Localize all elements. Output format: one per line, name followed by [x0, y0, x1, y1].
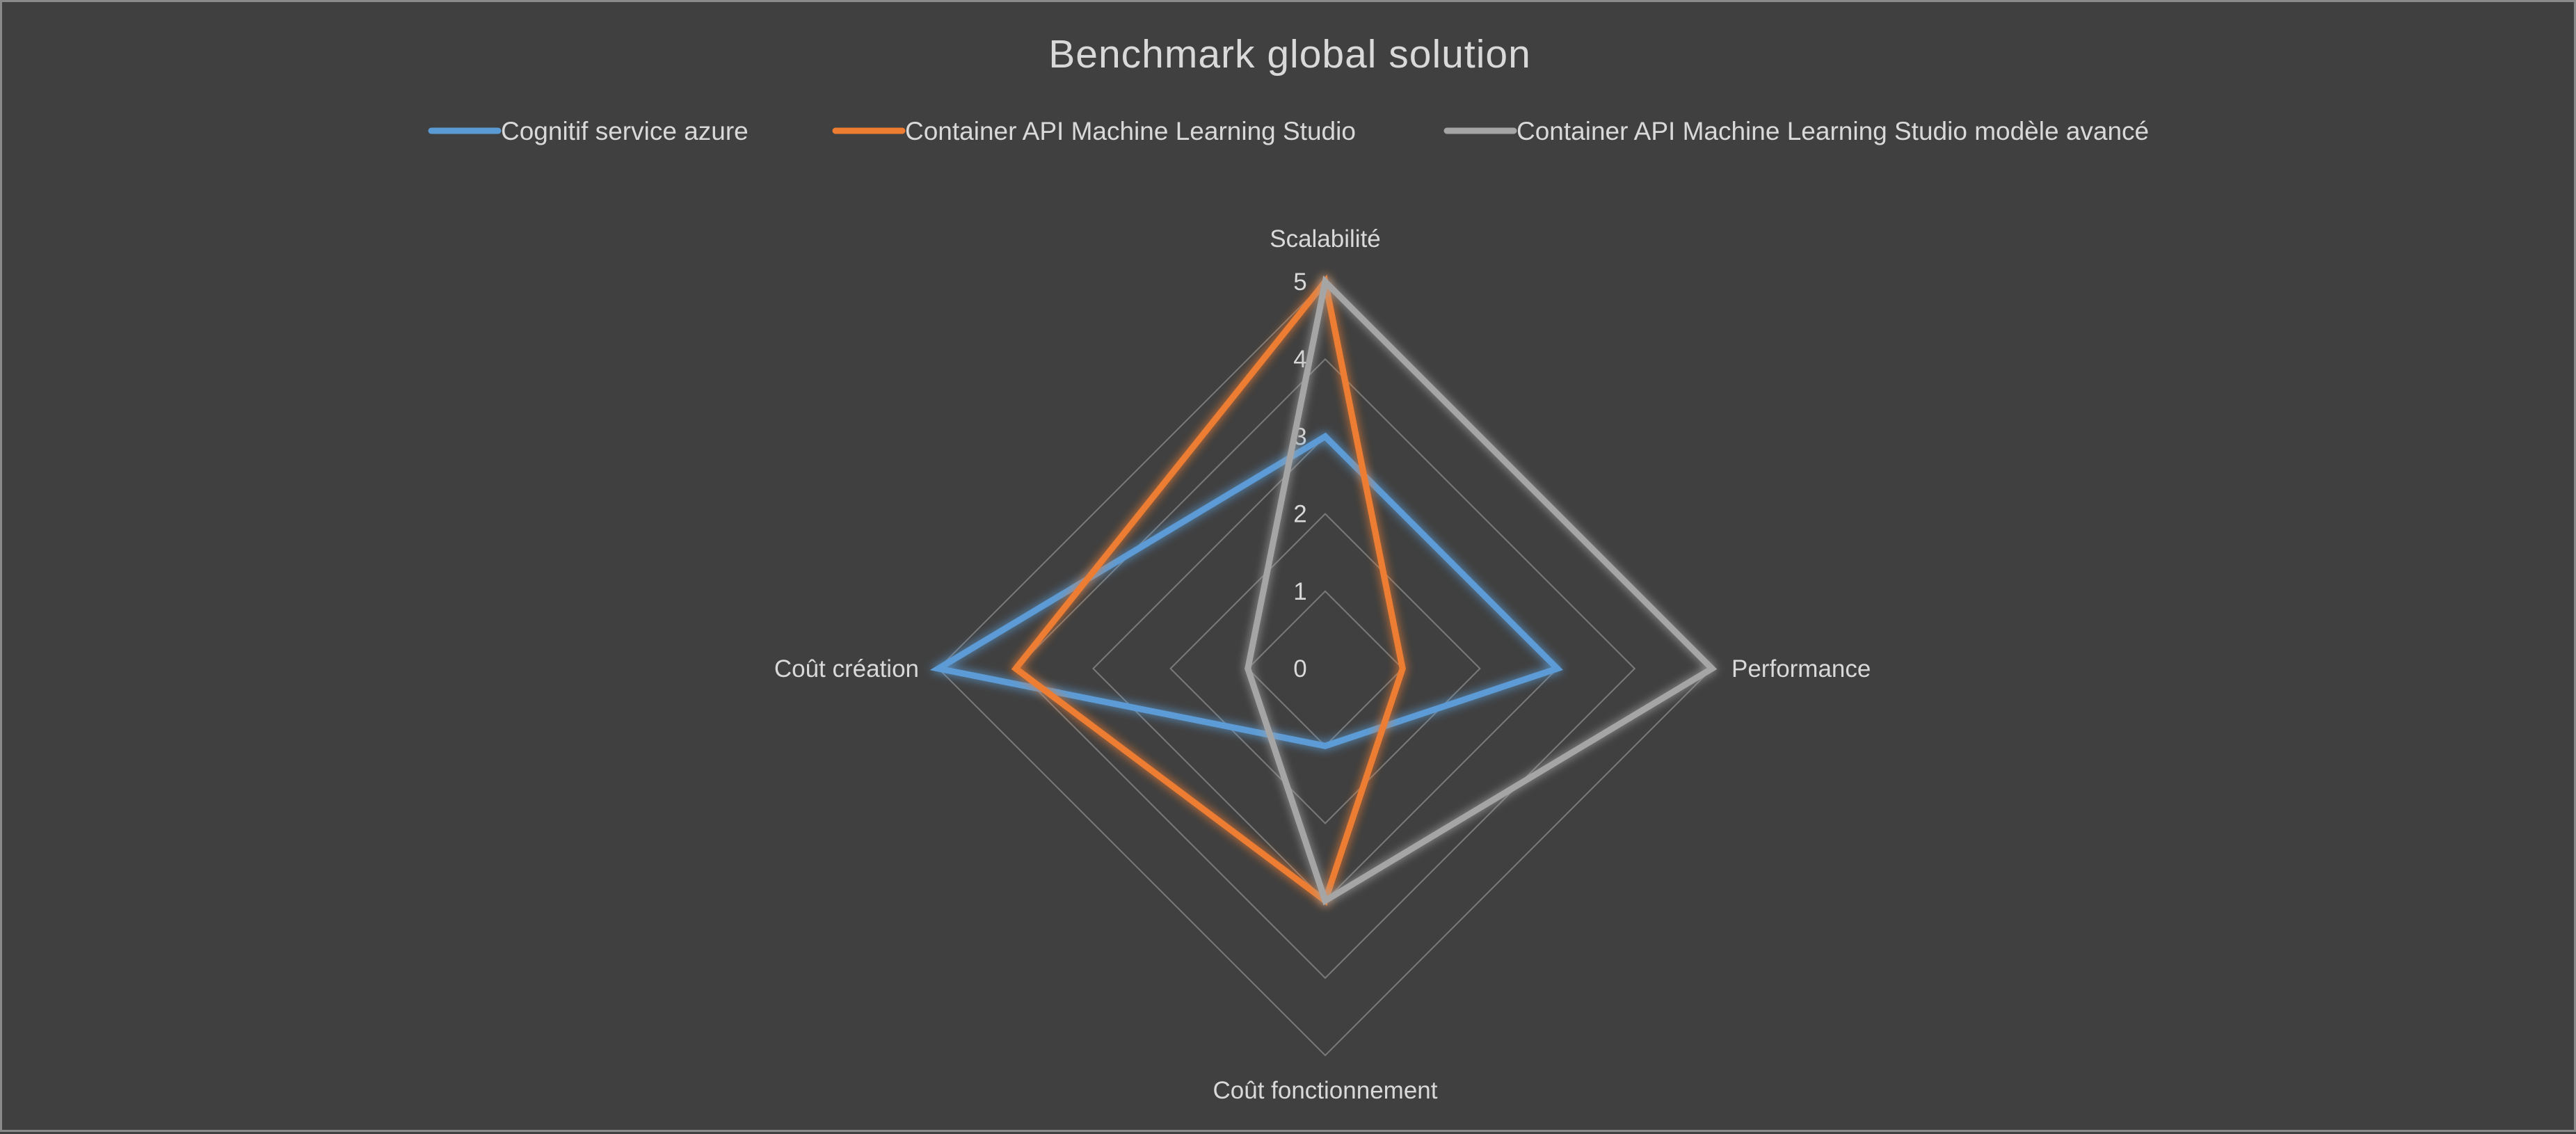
series-2-point-1	[1709, 665, 1715, 672]
grid-ring-1	[1247, 590, 1404, 747]
series-0-point-1	[1554, 665, 1561, 672]
grid-ring-3	[1091, 435, 1559, 902]
series-0-point-3	[935, 665, 942, 672]
axis-label-3: Coût création	[774, 655, 919, 682]
series-0-point-2	[1322, 742, 1329, 749]
chart-title: Benchmark global solution	[1048, 32, 1531, 77]
series-2-point-2	[1322, 897, 1329, 904]
axis-label-2: Coût fonctionnement	[1213, 1077, 1438, 1104]
axis-label-1: Performance	[1731, 655, 1871, 682]
tick-label-1: 1	[1293, 578, 1306, 605]
series-line-1	[1011, 274, 1406, 906]
series-1-point-1	[1399, 665, 1406, 672]
legend-label-1: Container API Machine Learning Studio	[905, 117, 1356, 145]
legend-label-0: Cognitif service azure	[501, 117, 749, 145]
series-2-point-0	[1322, 278, 1329, 285]
tick-label-0: 0	[1293, 655, 1306, 682]
axis-labels: Scalabilité Performance Coût fonctionnemen…	[774, 225, 1871, 1104]
tick-label-4: 4	[1293, 346, 1306, 373]
series-0-point-0	[1322, 433, 1329, 440]
series-1-point-3	[1012, 665, 1019, 672]
grid-ring-5	[937, 280, 1713, 1057]
legend-label-2: Container API Machine Learning Studio mo…	[1517, 117, 2149, 145]
series-2-point-3	[1245, 665, 1251, 672]
tick-label-2: 2	[1293, 501, 1306, 528]
legend: Cognitif service azure Container API Mach…	[428, 117, 2149, 145]
radar-grid	[937, 280, 1713, 1057]
series-layer	[929, 274, 1718, 906]
grid-ring-4	[1014, 358, 1636, 980]
tick-label-5: 5	[1293, 269, 1306, 296]
grid-ring-2	[1169, 513, 1481, 824]
axis-label-0: Scalabilité	[1270, 225, 1381, 253]
